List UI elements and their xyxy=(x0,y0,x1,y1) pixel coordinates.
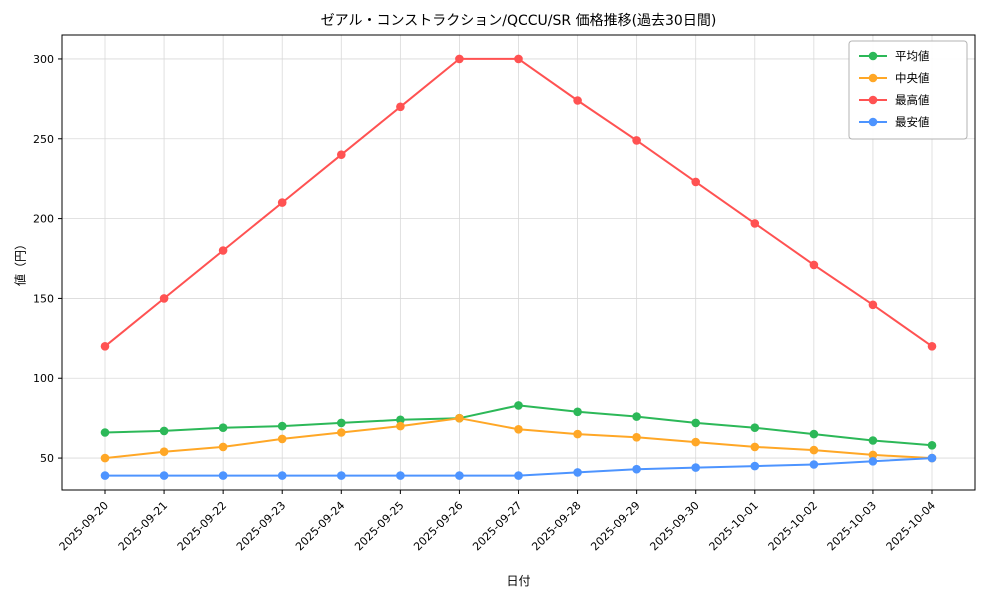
svg-text:2025-09-22: 2025-09-22 xyxy=(175,499,229,553)
legend-label-0: 平均値 xyxy=(895,49,930,63)
svg-text:250: 250 xyxy=(33,133,54,146)
svg-text:2025-09-30: 2025-09-30 xyxy=(647,499,701,553)
svg-text:200: 200 xyxy=(33,213,54,226)
svg-text:150: 150 xyxy=(33,292,54,305)
svg-text:2025-10-01: 2025-10-01 xyxy=(707,499,761,553)
svg-text:100: 100 xyxy=(33,372,54,385)
svg-text:2025-09-23: 2025-09-23 xyxy=(234,499,288,553)
x-axis-label: 日付 xyxy=(506,574,531,588)
legend-label-2: 最高値 xyxy=(895,93,930,107)
svg-text:2025-09-24: 2025-09-24 xyxy=(293,499,347,553)
series-line-1 xyxy=(100,413,937,463)
series-line-0 xyxy=(100,401,937,450)
gridlines xyxy=(62,35,975,490)
svg-text:2025-10-04: 2025-10-04 xyxy=(884,499,938,553)
series-line-2 xyxy=(100,54,937,351)
svg-text:2025-10-03: 2025-10-03 xyxy=(825,499,879,553)
svg-text:2025-09-29: 2025-09-29 xyxy=(588,499,642,553)
svg-text:300: 300 xyxy=(33,53,54,66)
svg-text:2025-09-28: 2025-09-28 xyxy=(529,499,583,553)
series-line-3 xyxy=(100,453,937,480)
axis-ticks xyxy=(58,58,933,494)
svg-text:2025-10-02: 2025-10-02 xyxy=(766,499,820,553)
svg-text:2025-09-25: 2025-09-25 xyxy=(352,499,406,553)
legend-label-3: 最安値 xyxy=(895,115,930,129)
svg-text:2025-09-27: 2025-09-27 xyxy=(470,499,524,553)
svg-text:2025-09-20: 2025-09-20 xyxy=(57,499,111,553)
svg-text:50: 50 xyxy=(40,452,54,465)
legend-label-1: 中央値 xyxy=(895,71,930,85)
svg-text:2025-09-21: 2025-09-21 xyxy=(116,499,170,553)
svg-text:2025-09-26: 2025-09-26 xyxy=(411,499,465,553)
chart-title: ゼアル・コンストラクション/QCCU/SR 価格推移(過去30日間) xyxy=(320,13,717,29)
